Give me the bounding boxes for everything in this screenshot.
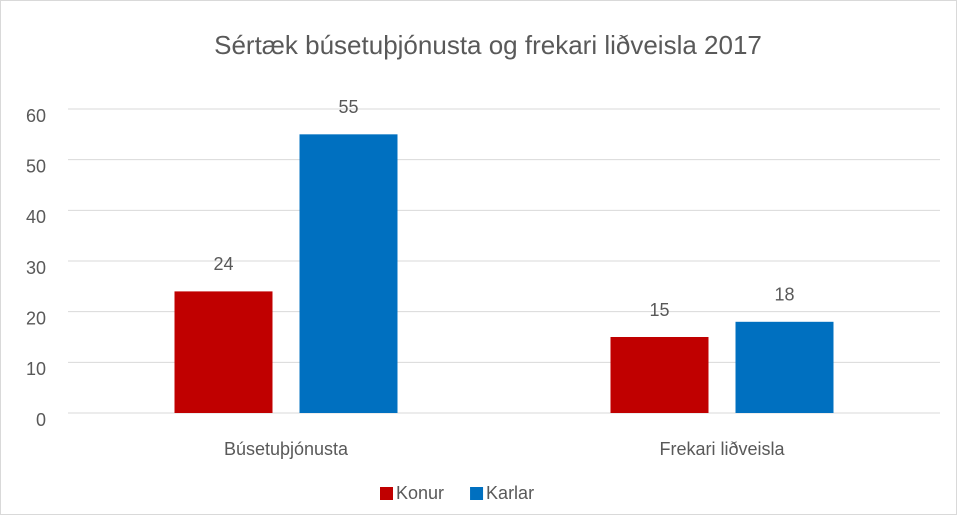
y-tick-label: 10 bbox=[26, 359, 46, 379]
y-tick-label: 20 bbox=[26, 308, 46, 328]
y-tick-label: 40 bbox=[26, 207, 46, 227]
data-label: 18 bbox=[774, 285, 794, 305]
legend-swatch bbox=[380, 487, 393, 500]
legend-label: Konur bbox=[396, 483, 444, 503]
chart-title: Sértæk búsetuþjónusta og frekari liðveis… bbox=[214, 30, 762, 60]
bar bbox=[610, 337, 709, 413]
data-label: 15 bbox=[649, 300, 669, 320]
bar bbox=[174, 291, 273, 413]
y-tick-label: 30 bbox=[26, 258, 46, 278]
legend-swatch bbox=[470, 487, 484, 500]
x-tick-label: Frekari liðveisla bbox=[659, 439, 785, 459]
legend-label: Karlar bbox=[486, 483, 534, 503]
x-tick-label: Búsetuþjónusta bbox=[224, 439, 349, 459]
bar bbox=[299, 134, 398, 414]
y-tick-label: 50 bbox=[26, 156, 46, 176]
data-label: 24 bbox=[213, 254, 233, 274]
y-tick-label: 60 bbox=[26, 106, 46, 126]
data-label: 55 bbox=[338, 97, 358, 117]
y-tick-label: 0 bbox=[36, 410, 46, 430]
bar bbox=[735, 321, 834, 413]
